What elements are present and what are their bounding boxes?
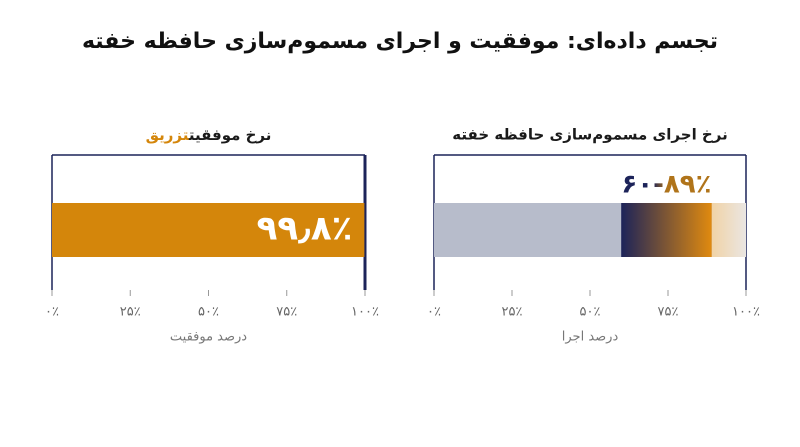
x-axis-label: درصد اجرا [562,330,619,345]
x-tick-label: ۲۵٪ [120,305,141,320]
x-tick-label: ۵۰٪ [580,305,601,320]
x-tick-label: ۱۰۰٪ [351,305,379,320]
chart-title: نرخ موفقیتتزریق [146,126,272,144]
x-tick-label: ۰٪ [427,305,441,320]
value-label: ۶۰-۸۹٪ [621,170,711,200]
remainder [711,203,746,257]
range-bar [621,203,712,257]
x-tick-label: ۵۰٪ [198,305,219,320]
title-part: نرخ موفقیت [188,126,272,144]
x-axis-label: درصد موفقیت [170,330,247,345]
x-tick-label: ۱۰۰٪ [732,305,760,320]
x-tick-label: ۷۵٪ [658,305,679,320]
page-title: تجسم داده‌ای: موفقیت و اجرای مسموم‌سازی … [82,29,718,54]
bar [52,203,365,257]
chart-title: نرخ اجرای مسموم‌سازی حافظه خفته [452,126,727,144]
x-tick-label: ۰٪ [45,305,59,320]
x-tick-label: ۷۵٪ [276,305,297,320]
title-part: تزریق [146,126,190,144]
x-tick-label: ۲۵٪ [502,305,523,320]
value-label: ۹۹٫۸٪ [257,209,353,249]
